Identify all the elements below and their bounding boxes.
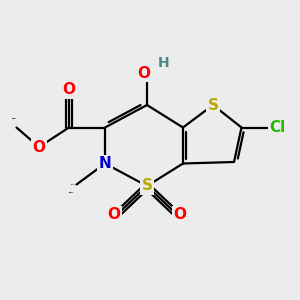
- Text: O: O: [62, 82, 76, 98]
- Text: O: O: [173, 207, 187, 222]
- Text: methyl: methyl: [71, 184, 76, 185]
- Text: S: S: [142, 178, 152, 194]
- Text: O: O: [32, 140, 46, 154]
- Text: Cl: Cl: [269, 120, 286, 135]
- Text: S: S: [208, 98, 218, 112]
- Text: N: N: [99, 156, 111, 171]
- Text: O: O: [137, 66, 151, 81]
- Text: H: H: [158, 56, 169, 70]
- Text: O: O: [107, 207, 121, 222]
- Text: methyl: methyl: [12, 118, 18, 119]
- Text: methyl: methyl: [69, 191, 75, 193]
